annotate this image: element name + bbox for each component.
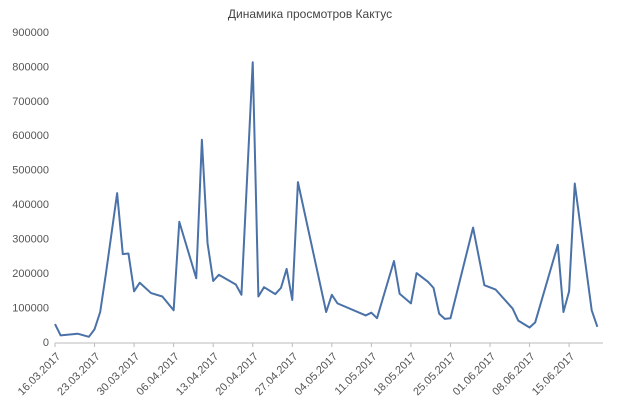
x-tick-label: 15.06.2017 <box>530 351 577 398</box>
y-tick-label: 800000 <box>12 61 49 73</box>
y-tick-label: 0 <box>43 337 49 349</box>
y-tick-label: 300000 <box>12 234 49 246</box>
y-tick-label: 600000 <box>12 130 49 142</box>
y-tick-label: 200000 <box>12 268 49 280</box>
data-line <box>54 61 599 338</box>
y-tick-label: 100000 <box>12 302 49 314</box>
y-tick-label: 400000 <box>12 199 49 211</box>
y-tick-label: 700000 <box>12 96 49 108</box>
chart-title: Динамика просмотров Кактус <box>228 7 392 21</box>
y-tick-label: 500000 <box>12 165 49 177</box>
x-tick-label: 04.05.2017 <box>293 351 340 398</box>
y-tick-label: 900000 <box>12 27 49 39</box>
